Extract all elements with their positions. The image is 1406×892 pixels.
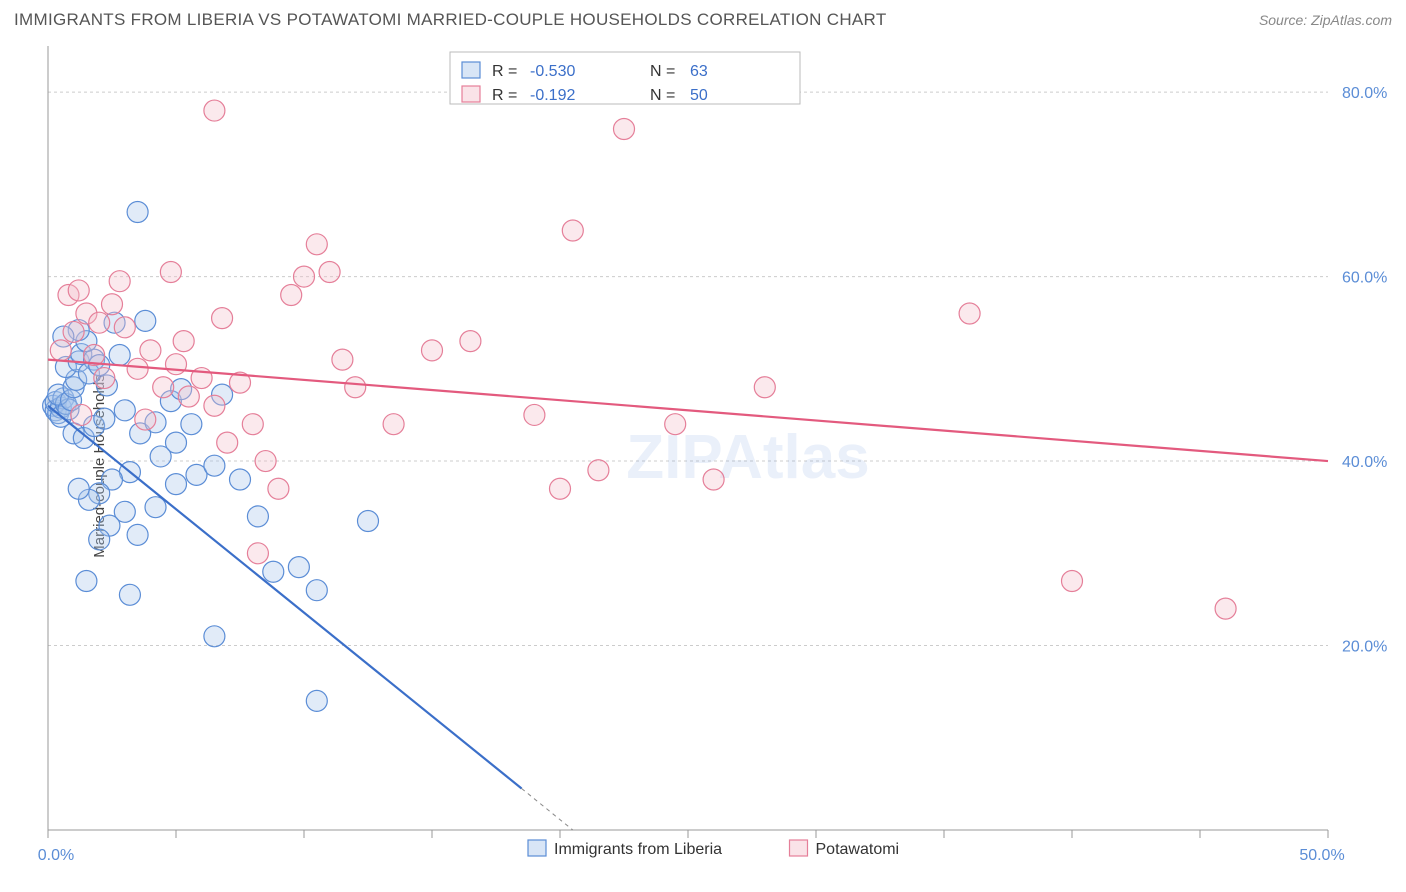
data-point: [89, 529, 110, 550]
watermark: ZIPAtlas: [626, 423, 869, 492]
data-point: [255, 451, 276, 472]
data-point: [263, 561, 284, 582]
legend-series-label: Potawatomi: [816, 841, 900, 858]
legend-swatch: [462, 86, 480, 102]
data-point: [127, 524, 148, 545]
legend-n-value: 63: [690, 63, 708, 80]
legend-n-label: N =: [650, 87, 675, 104]
data-point: [562, 220, 583, 241]
data-point: [332, 349, 353, 370]
legend-r-label: R =: [492, 63, 517, 80]
data-point: [1215, 598, 1236, 619]
data-point: [422, 340, 443, 361]
trend-line: [48, 406, 522, 789]
legend-swatch: [790, 840, 808, 856]
legend-series-label: Immigrants from Liberia: [554, 841, 722, 858]
data-point: [588, 460, 609, 481]
x-tick-label: 0.0%: [38, 847, 74, 864]
data-point: [50, 340, 71, 361]
data-point: [76, 570, 97, 591]
data-point: [204, 395, 225, 416]
data-point: [1062, 570, 1083, 591]
data-point: [268, 478, 289, 499]
data-point: [230, 469, 251, 490]
data-point: [135, 310, 156, 331]
data-point: [212, 308, 233, 329]
data-point: [127, 358, 148, 379]
y-tick-label: 80.0%: [1342, 85, 1387, 102]
data-point: [460, 331, 481, 352]
data-point: [153, 377, 174, 398]
data-point: [150, 446, 171, 467]
data-point: [114, 400, 135, 421]
data-point: [247, 506, 268, 527]
data-point: [68, 280, 89, 301]
data-point: [204, 626, 225, 647]
data-point: [665, 414, 686, 435]
data-point: [119, 584, 140, 605]
data-point: [383, 414, 404, 435]
data-point: [217, 432, 238, 453]
data-point: [242, 414, 263, 435]
trend-line-extrapolated: [522, 788, 573, 830]
data-point: [166, 474, 187, 495]
legend-r-value: -0.192: [530, 87, 575, 104]
chart-area: Married-couple Households 20.0%40.0%60.0…: [0, 40, 1406, 892]
legend-r-value: -0.530: [530, 63, 575, 80]
y-tick-label: 60.0%: [1342, 270, 1387, 287]
x-tick-label: 50.0%: [1299, 847, 1344, 864]
data-point: [306, 690, 327, 711]
data-point: [358, 511, 379, 532]
data-point: [178, 386, 199, 407]
data-point: [614, 119, 635, 140]
data-point: [703, 469, 724, 490]
data-point: [306, 234, 327, 255]
data-point: [127, 202, 148, 223]
data-point: [114, 317, 135, 338]
y-tick-label: 20.0%: [1342, 639, 1387, 656]
data-point: [71, 404, 92, 425]
legend-r-label: R =: [492, 87, 517, 104]
data-point: [109, 271, 130, 292]
chart-title: IMMIGRANTS FROM LIBERIA VS POTAWATOMI MA…: [14, 10, 887, 30]
data-point: [294, 266, 315, 287]
data-point: [345, 377, 366, 398]
data-point: [959, 303, 980, 324]
legend-swatch: [528, 840, 546, 856]
data-point: [140, 340, 161, 361]
data-point: [754, 377, 775, 398]
legend-n-value: 50: [690, 87, 708, 104]
data-point: [288, 557, 309, 578]
legend-n-label: N =: [650, 63, 675, 80]
data-point: [102, 294, 123, 315]
data-point: [281, 285, 302, 306]
data-point: [204, 100, 225, 121]
data-point: [306, 580, 327, 601]
data-point: [204, 455, 225, 476]
data-point: [94, 368, 115, 389]
data-point: [247, 543, 268, 564]
data-point: [319, 261, 340, 282]
legend-swatch: [462, 62, 480, 78]
data-point: [160, 261, 181, 282]
data-point: [173, 331, 194, 352]
scatter-plot: 20.0% 40.0% 60.0% 80.0% 0.0% 50.0% ZIPAtlas R =…: [0, 40, 1406, 892]
data-point: [550, 478, 571, 499]
data-point: [135, 409, 156, 430]
data-point: [109, 344, 130, 365]
data-point: [166, 354, 187, 375]
data-point: [94, 408, 115, 429]
data-point: [68, 478, 89, 499]
data-point: [524, 404, 545, 425]
source-label: Source: ZipAtlas.com: [1259, 12, 1392, 28]
data-point: [63, 321, 84, 342]
chart-header: IMMIGRANTS FROM LIBERIA VS POTAWATOMI MA…: [14, 10, 1392, 30]
data-point: [89, 312, 110, 333]
y-tick-label: 40.0%: [1342, 454, 1387, 471]
data-point: [181, 414, 202, 435]
